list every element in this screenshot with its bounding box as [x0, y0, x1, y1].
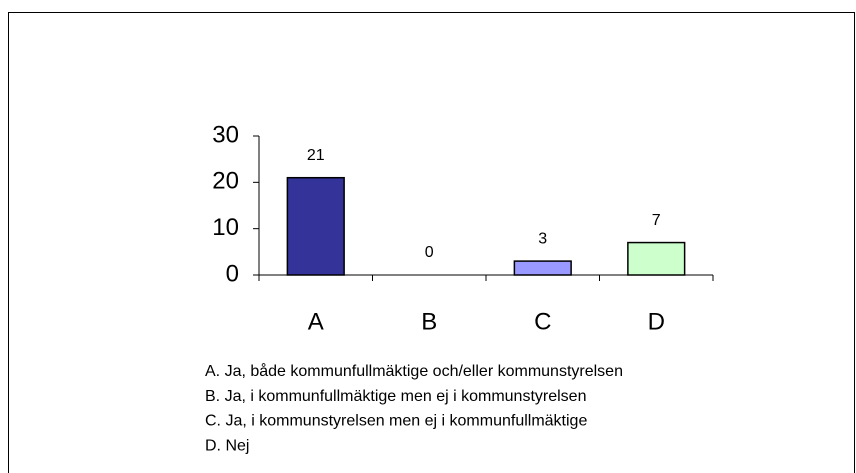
y-tick-label: 10 [212, 214, 239, 241]
legend-note: C. Ja, i kommunstyrelsen men ej i kommun… [205, 413, 587, 430]
x-tick-label: B [421, 308, 437, 335]
x-tick-label: A [308, 308, 324, 335]
legend-note: D. Nej [205, 437, 249, 454]
legend-note: B. Ja, i kommunfullmäktige men ej i komm… [205, 388, 586, 405]
y-tick-label: 30 [212, 121, 239, 148]
x-tick-label: C [534, 308, 551, 335]
y-tick-label: 20 [212, 168, 239, 195]
y-tick-label: 0 [226, 260, 239, 287]
value-label: 3 [538, 230, 547, 247]
bar [627, 241, 686, 276]
value-label: 0 [425, 244, 434, 261]
value-label: 21 [307, 147, 325, 164]
legend-note: A. Ja, både kommunfullmäktige och/eller … [205, 362, 623, 380]
chart-border [8, 12, 855, 473]
bar [513, 260, 572, 276]
x-tick-label: D [648, 308, 665, 335]
bar [286, 176, 345, 276]
value-label: 7 [652, 212, 661, 229]
